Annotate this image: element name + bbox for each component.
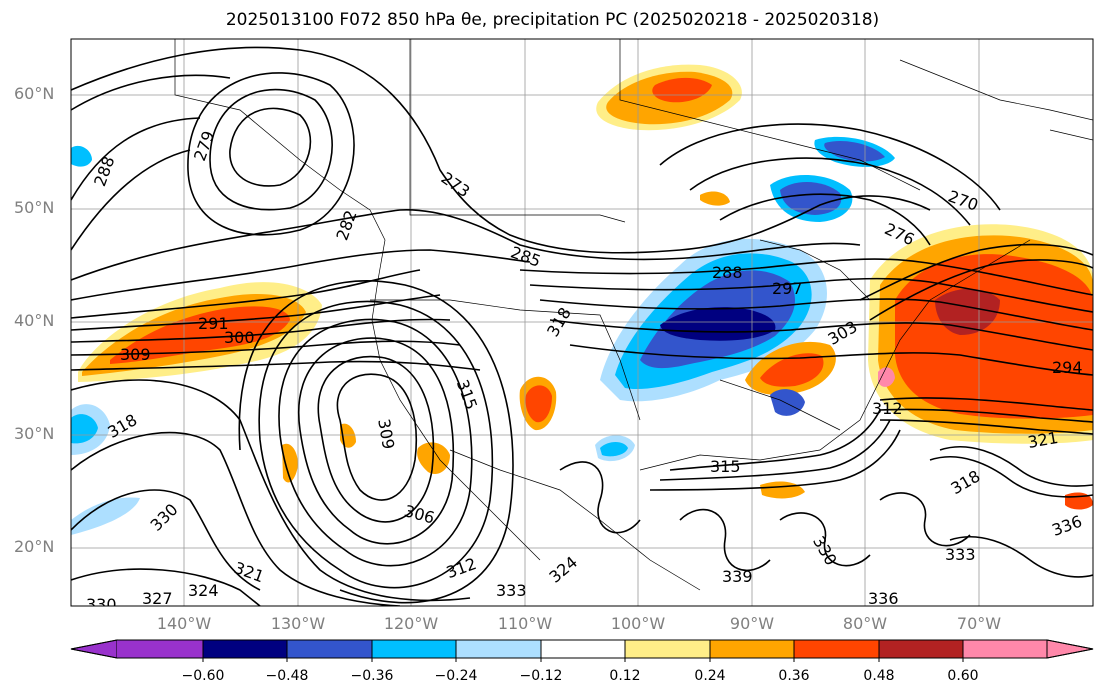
lat-label: 60°N bbox=[14, 84, 55, 103]
colorbar-tick: −0.12 bbox=[519, 668, 563, 684]
colorbar-bin bbox=[541, 640, 625, 658]
lon-label: 120°W bbox=[383, 614, 439, 633]
contour-label: 291 bbox=[198, 314, 229, 333]
colorbar-tick: 0.24 bbox=[694, 668, 726, 684]
lat-label: 20°N bbox=[14, 537, 55, 556]
colorbar-tick: 0.60 bbox=[947, 668, 979, 684]
contour-label: 300 bbox=[224, 328, 255, 347]
colorbar-tick: −0.36 bbox=[350, 668, 394, 684]
lat-label: 30°N bbox=[14, 424, 55, 443]
lon-label: 130°W bbox=[270, 614, 326, 633]
contour-label: 312 bbox=[872, 399, 903, 418]
lon-label: 70°W bbox=[956, 614, 1002, 633]
map-area: 279 288 273 270 276 285 288 297 291 300 … bbox=[71, 39, 1093, 614]
colorbar bbox=[70, 639, 1094, 662]
colorbar-bin bbox=[203, 640, 287, 658]
lon-label: 80°W bbox=[842, 614, 888, 633]
colorbar-bin bbox=[879, 640, 963, 658]
colorbar-extend-low bbox=[70, 639, 118, 659]
colorbar-bin bbox=[710, 640, 794, 658]
theta-e-contours bbox=[71, 46, 1093, 606]
colorbar-bin bbox=[287, 640, 372, 658]
contour-label: 324 bbox=[188, 581, 219, 600]
colorbar-tick: 0.12 bbox=[609, 668, 641, 684]
colorbar-bin bbox=[456, 640, 541, 658]
lon-label: 100°W bbox=[610, 614, 666, 633]
contour-label: 288 bbox=[712, 263, 743, 282]
colorbar-bin bbox=[372, 640, 456, 658]
contour-label: 333 bbox=[945, 545, 976, 564]
contour-label: 327 bbox=[142, 589, 173, 608]
colorbar-tick: −0.24 bbox=[434, 668, 478, 684]
contour-label: 297 bbox=[772, 279, 803, 298]
contour-label: 336 bbox=[868, 589, 899, 608]
contour-label: 339 bbox=[722, 567, 753, 586]
lat-label: 50°N bbox=[14, 198, 55, 217]
colorbar-extend-high bbox=[1046, 639, 1094, 659]
contour-label: 294 bbox=[1052, 358, 1083, 377]
contour-label: 330 bbox=[86, 595, 117, 614]
contour-label: 315 bbox=[710, 457, 741, 476]
colorbar-tick: −0.60 bbox=[181, 668, 225, 684]
colorbar-bin bbox=[117, 640, 203, 658]
contour-label: 309 bbox=[120, 345, 151, 364]
lon-label: 140°W bbox=[156, 614, 212, 633]
map-frame bbox=[70, 38, 1094, 607]
coastlines bbox=[174, 39, 1093, 591]
lat-label: 40°N bbox=[14, 311, 55, 330]
colorbar-bin bbox=[963, 640, 1047, 658]
contour-label: 333 bbox=[496, 581, 527, 600]
lon-label: 90°W bbox=[729, 614, 775, 633]
map-title: 2025013100 F072 850 hPa θe, precipitatio… bbox=[225, 10, 880, 30]
colorbar-bin bbox=[625, 640, 710, 658]
colorbar-bin bbox=[794, 640, 879, 658]
colorbar-tick: 0.48 bbox=[863, 668, 895, 684]
lon-label: 110°W bbox=[497, 614, 553, 633]
colorbar-tick: −0.48 bbox=[265, 668, 309, 684]
colorbar-tick: 0.36 bbox=[778, 668, 810, 684]
